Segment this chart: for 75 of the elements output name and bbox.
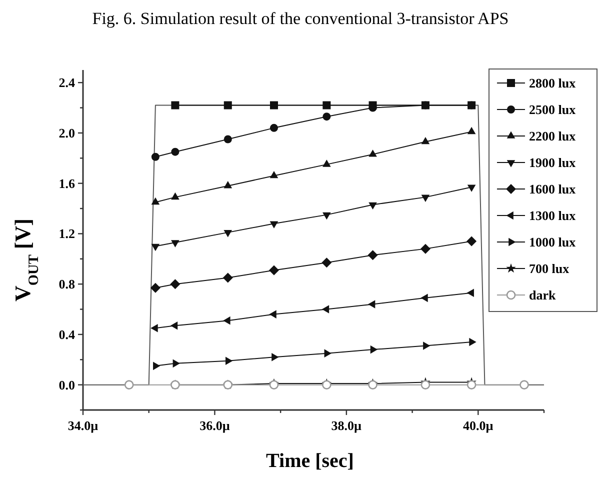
- point: [151, 244, 160, 252]
- point: [420, 244, 430, 254]
- point: [270, 101, 278, 110]
- y-tick-label: 2.4: [58, 75, 76, 90]
- legend-label: 1000 lux: [529, 234, 576, 250]
- legend-label: 2800 lux: [529, 76, 576, 90]
- point: [171, 240, 180, 248]
- x-tick-label: 40.0µ: [463, 418, 494, 433]
- point: [467, 184, 476, 192]
- point: [270, 124, 278, 132]
- point: [224, 135, 232, 144]
- legend-label: 700 lux: [529, 261, 570, 276]
- point: [269, 310, 276, 318]
- x-tick-label: 34.0µ: [68, 418, 99, 433]
- legend-label: 2500 lux: [529, 102, 576, 117]
- chart-title: Fig. 6. Simulation result of the conventional 3-transistor APS: [92, 9, 509, 28]
- point: [225, 356, 233, 366]
- legend-label: 1600 lux: [529, 182, 576, 196]
- point: [322, 160, 331, 167]
- point: [151, 152, 160, 161]
- point: [170, 279, 180, 290]
- y-tick-label: 0.8: [58, 276, 76, 292]
- x-tick-label: 38.0µ: [331, 418, 362, 433]
- point: [421, 136, 430, 144]
- point: [124, 380, 134, 390]
- x-axis-title: Time [sec]: [266, 450, 354, 472]
- point: [171, 101, 180, 110]
- point: [223, 316, 230, 325]
- point: [224, 181, 232, 188]
- point: [421, 194, 430, 202]
- point: [423, 342, 430, 350]
- point: [222, 272, 233, 283]
- point: [270, 221, 278, 228]
- point: [224, 230, 232, 238]
- legend-label: 2200 lux: [529, 128, 576, 144]
- y-tick-label: 1.2: [58, 226, 75, 242]
- y-tick-label: 0.4: [58, 326, 76, 342]
- point: [322, 258, 332, 268]
- point: [171, 192, 180, 200]
- point: [420, 380, 430, 390]
- point: [467, 126, 476, 134]
- point: [172, 359, 180, 368]
- y-tick-label: 0.0: [58, 377, 75, 392]
- point: [151, 197, 160, 205]
- point: [270, 170, 278, 178]
- legend-label: dark: [529, 288, 556, 302]
- point: [520, 380, 529, 390]
- point: [368, 202, 377, 210]
- point: [322, 212, 331, 220]
- y-tick-label: 1.6: [58, 176, 76, 191]
- point: [150, 324, 158, 332]
- point: [322, 112, 331, 121]
- point: [368, 300, 376, 308]
- point: [268, 265, 279, 276]
- x-tick-label: 36.0µ: [200, 418, 230, 433]
- point: [370, 345, 378, 354]
- point: [170, 321, 178, 330]
- point: [368, 250, 378, 260]
- y-tick-label: 2.0: [58, 125, 75, 140]
- point: [420, 294, 428, 302]
- legend-label: 1900 lux: [529, 155, 576, 170]
- point: [368, 150, 377, 157]
- point: [466, 288, 474, 298]
- point: [322, 305, 330, 314]
- point: [324, 349, 332, 358]
- point: [171, 148, 180, 156]
- point: [224, 101, 232, 110]
- point: [153, 362, 160, 370]
- point: [322, 101, 331, 110]
- point: [272, 352, 279, 362]
- point: [466, 380, 476, 390]
- legend-label: 1300 lux: [529, 208, 576, 223]
- point: [150, 282, 160, 293]
- point: [469, 338, 476, 346]
- point: [466, 236, 477, 246]
